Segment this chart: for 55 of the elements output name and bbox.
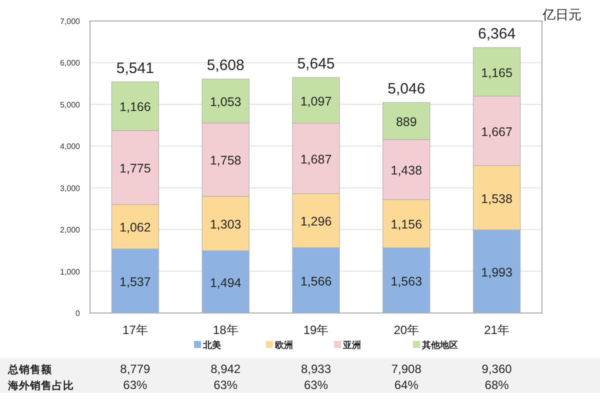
text: 海外销售占比 [7,379,74,392]
data-label: 1,993 [481,265,512,280]
data-label: 1,438 [390,164,422,178]
y-tick-label: 4,000 [60,142,81,152]
x-tick-label: 20年 [394,323,420,337]
text: 64% [394,378,419,392]
total-label: 5,541 [116,60,154,77]
total-label: 6,364 [478,26,516,43]
data-label: 1,667 [481,124,512,139]
data-label: 1,062 [120,220,151,235]
data-label: 1,687 [300,152,332,166]
y-tick-label: 2,000 [60,226,81,235]
y-tick-label: 6,000 [60,58,81,68]
total-label: 5,046 [388,80,426,98]
data-label: 1,538 [481,192,512,206]
y-tick-label: 5,000 [60,100,81,110]
data-label: 1,494 [210,276,242,290]
legend-label: 北美 [202,340,221,350]
text: 总销售额 [7,363,53,376]
text: 68% [484,378,510,392]
text: 63% [304,378,328,392]
data-label: 1,097 [300,94,332,108]
x-tick-label: 17年 [122,323,148,337]
y-tick-label: 3,000 [60,184,81,193]
x-tick-label: 19年 [303,323,329,337]
text: 63% [123,378,148,392]
data-label: 1,775 [120,162,151,176]
text: 9,360 [482,362,512,376]
legend-label: 其他地区 [421,340,458,350]
data-label: 1,156 [390,218,422,232]
legend-label: 欧洲 [275,340,293,350]
data-label: 1,166 [120,100,151,114]
y-tick-label: 1,000 [60,267,81,276]
y-axis-title: 亿日元 [542,7,582,22]
x-tick-label: 18年 [212,323,238,337]
data-label: 1,296 [300,214,332,229]
data-label: 1,537 [120,274,151,289]
data-label: 1,563 [390,274,422,288]
y-tick-label: 0 [76,309,81,318]
text: 8,942 [210,362,241,376]
data-label: 1,165 [481,66,512,80]
legend-label: 亚洲 [342,340,361,350]
text: 63% [214,378,238,392]
y-tick-label: 7,000 [60,17,81,26]
x-tick-label: 21年 [484,323,510,337]
text: 7,908 [391,362,422,376]
text: 8,779 [120,362,151,376]
total-label: 5,645 [297,55,335,72]
data-label: 1,758 [210,154,242,168]
total-label: 5,608 [206,57,244,74]
data-label: 1,566 [300,274,332,288]
data-label: 1,303 [210,218,242,232]
text: 8,933 [300,362,332,376]
data-label: 889 [396,115,417,130]
data-label: 1,053 [210,95,242,110]
